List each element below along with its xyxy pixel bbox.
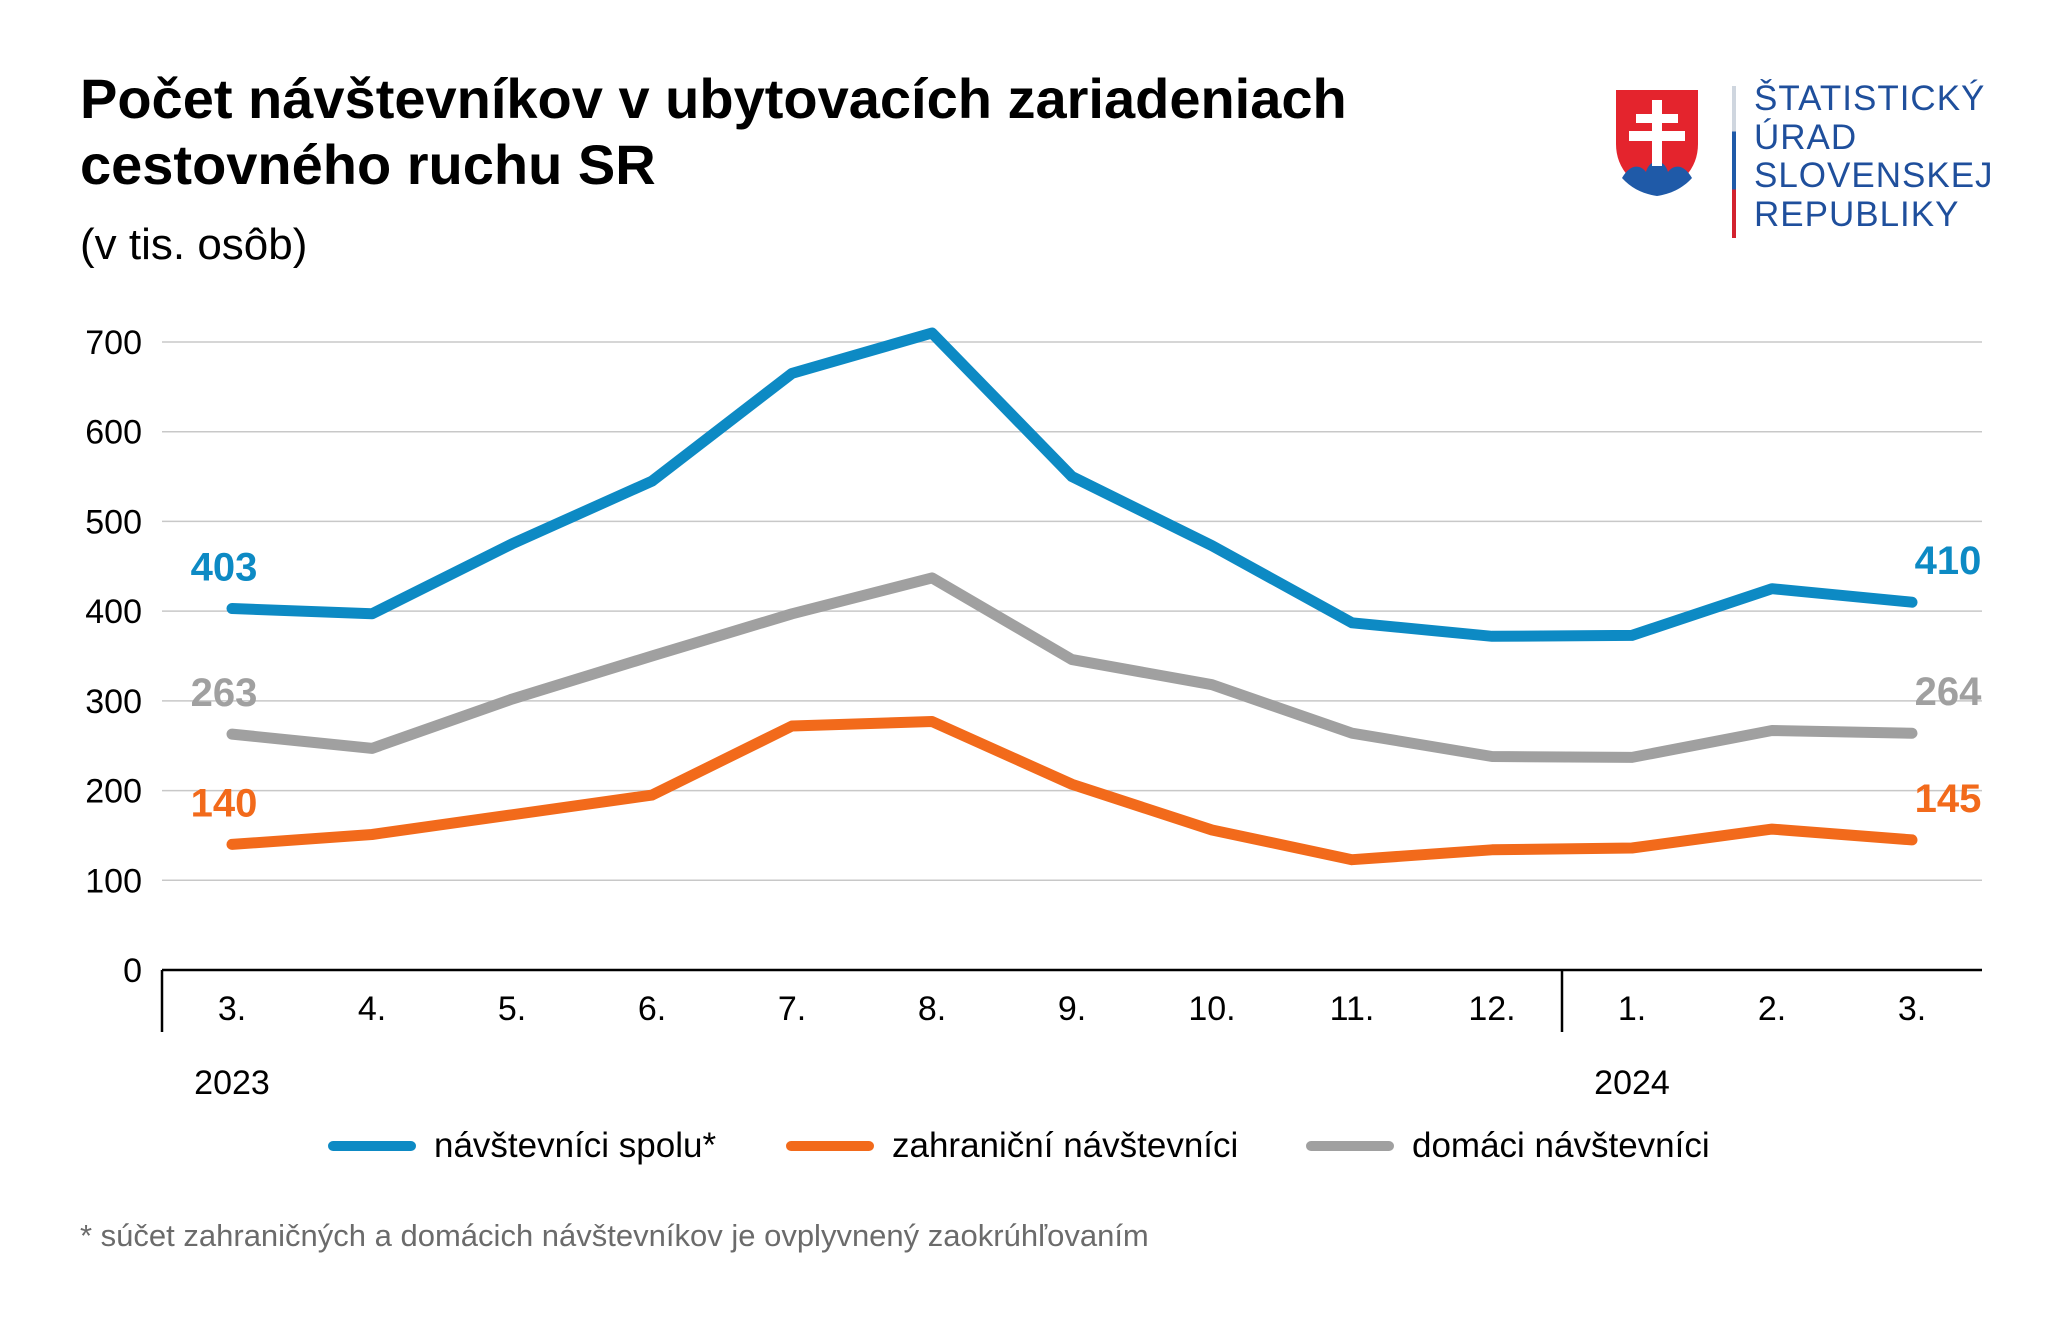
y-tick-label: 700	[85, 324, 142, 362]
series-lines	[226, 327, 1918, 866]
y-tick-label: 400	[85, 593, 142, 631]
y-tick-label: 0	[123, 952, 142, 990]
logo-line4: REPUBLIKY	[1754, 194, 1960, 234]
slovak-coat-of-arms-icon	[1614, 88, 1700, 198]
x-tick-label: 6.	[638, 990, 666, 1028]
chart-subtitle: (v tis. osôb)	[80, 220, 308, 269]
statistical-office-logo: ŠTATISTICKÝ ÚRAD SLOVENSKEJ REPUBLIKY	[1612, 79, 2012, 240]
x-tick-label: 12.	[1468, 990, 1515, 1028]
series-line-1	[226, 572, 1918, 763]
x-tick-label: 10.	[1188, 990, 1235, 1028]
x-tick-label: 3.	[1898, 990, 1926, 1028]
logo-text: ŠTATISTICKÝ ÚRAD SLOVENSKEJ REPUBLIKY	[1754, 79, 1994, 234]
legend-label-domestic: domáci návštevníci	[1412, 1126, 1710, 1165]
data-label-end: 410	[1915, 539, 1982, 583]
x-tick-label: 4.	[358, 990, 386, 1028]
year-label: 2023	[194, 1064, 270, 1102]
data-label-start: 403	[191, 545, 258, 589]
year-label: 2024	[1594, 1064, 1670, 1102]
y-tick-label: 200	[85, 773, 142, 811]
x-tick-label: 1.	[1618, 990, 1646, 1028]
legend-label-total: návštevníci spolu*	[434, 1126, 717, 1165]
footnote: * súčet zahraničných a domácich návštevn…	[80, 1218, 1149, 1253]
data-label-start: 263	[191, 671, 258, 715]
y-axis-ticks: 0 100 200 300 400 500 600 700	[85, 324, 142, 990]
logo-line2: ÚRAD	[1754, 117, 1858, 157]
logo-line1: ŠTATISTICKÝ	[1754, 79, 1986, 118]
legend-swatch-total	[328, 1141, 416, 1151]
x-tick-label: 5.	[498, 990, 526, 1028]
x-tick-label: 2.	[1758, 990, 1786, 1028]
x-tick-label: 8.	[918, 990, 946, 1028]
x-tick-label: 3.	[218, 990, 246, 1028]
data-label-end: 264	[1915, 670, 1982, 714]
logo-divider	[1732, 86, 1736, 238]
chart-title: Počet návštevníkov v ubytovacích zariade…	[80, 66, 1347, 197]
data-labels: 403 410 263 264 140 145	[191, 539, 1982, 825]
gridlines	[162, 341, 1982, 882]
y-tick-label: 100	[85, 862, 142, 900]
legend-swatch-domestic	[1306, 1141, 1394, 1151]
legend-swatch-foreign	[786, 1141, 874, 1151]
x-tick-label: 9.	[1058, 990, 1086, 1028]
series-line-2	[226, 716, 1918, 866]
y-tick-label: 600	[85, 414, 142, 452]
data-label-start: 140	[191, 781, 258, 825]
chart-title-line2: cestovného ruchu SR	[80, 132, 656, 196]
x-axis: 2023 2024 3. 4. 5. 6. 7. 8. 9. 10. 11. 12. 1. 2. 3.	[160, 968, 1982, 1102]
legend-item-domestic: domáci návštevníci	[1306, 1126, 1710, 1166]
y-tick-label: 500	[85, 503, 142, 541]
y-tick-label: 300	[85, 683, 142, 721]
x-tick-label: 11.	[1330, 990, 1375, 1028]
logo-line3: SLOVENSKEJ	[1754, 156, 1994, 195]
legend-label-foreign: zahraniční návštevníci	[892, 1126, 1239, 1165]
legend-item-total: návštevníci spolu*	[328, 1126, 716, 1166]
chart-title-line1: Počet návštevníkov v ubytovacích zariade…	[80, 67, 1347, 130]
series-line-0	[226, 327, 1918, 642]
data-label-end: 145	[1915, 777, 1982, 821]
x-tick-label: 7.	[778, 990, 806, 1028]
legend-item-foreign: zahraniční návštevníci	[786, 1126, 1238, 1166]
